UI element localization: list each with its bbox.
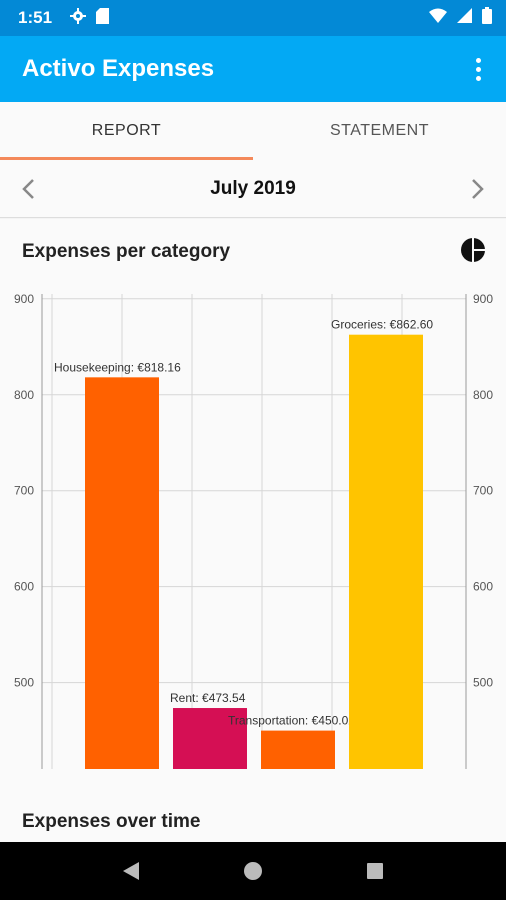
bar-label-groceries: Groceries: €862.60 (331, 318, 433, 332)
previous-month-button[interactable] (0, 160, 56, 218)
bar-groceries (349, 334, 423, 769)
expenses-over-time-section: Expenses over time (0, 799, 506, 842)
bar-rent (173, 708, 247, 769)
y-tick-label-left: 800 (14, 388, 34, 402)
recents-button[interactable] (355, 851, 395, 891)
y-tick-label-left: 600 (14, 580, 34, 594)
y-tick-label-left: 500 (14, 676, 34, 690)
month-selector: July 2019 (0, 160, 506, 218)
system-navigation-bar (0, 842, 506, 900)
home-icon (244, 862, 262, 880)
recents-icon (367, 863, 383, 879)
tab-statement[interactable]: STATEMENT (329, 122, 429, 139)
card-heading: Expenses per category (22, 241, 231, 262)
overflow-menu-icon[interactable] (468, 54, 488, 84)
app-bar: Activo Expenses (0, 36, 506, 102)
y-tick-label-right: 600 (473, 580, 493, 594)
expenses-per-category-card: Expenses per category 500 500 600 600 700 700… (0, 219, 506, 799)
section-heading: Expenses over time (22, 811, 201, 832)
wifi-icon (429, 8, 447, 28)
expenses-bar-chart: 500 500 600 600 700 700 800 800 900 900 Housekeepi… (14, 292, 493, 769)
y-tick-label-right: 800 (473, 388, 493, 402)
tab-report[interactable]: REPORT (0, 102, 253, 160)
bar-transportation (261, 730, 335, 769)
pie-chart-icon (461, 238, 485, 262)
y-tick-label-right: 900 (473, 292, 493, 306)
app-title: Activo Expenses (22, 55, 215, 82)
bar-label-rent: Rent: €473.54 (170, 691, 246, 705)
bar-housekeeping (85, 377, 159, 769)
gear-icon (70, 8, 87, 28)
y-tick-label-left: 900 (14, 292, 34, 306)
bar-label-transportation: Transportation: €450.02 (228, 714, 355, 728)
sd-card-icon (96, 8, 110, 28)
bar-label-housekeeping: Housekeeping: €818.16 (54, 360, 181, 374)
month-label: July 2019 (210, 177, 296, 199)
battery-icon (482, 7, 492, 29)
next-month-button[interactable] (450, 160, 506, 218)
home-button[interactable] (233, 851, 273, 891)
status-bar: 1:51 (0, 0, 506, 36)
back-button[interactable] (111, 851, 151, 891)
y-tick-label-right: 500 (473, 676, 493, 690)
y-tick-label-right: 700 (473, 484, 493, 498)
signal-icon (457, 8, 472, 28)
chevron-right-icon (472, 178, 484, 199)
back-icon (123, 862, 139, 880)
y-tick-label-left: 700 (14, 484, 34, 498)
pie-chart-toggle[interactable] (460, 237, 486, 263)
tab-bar: REPORT STATEMENT (0, 102, 506, 160)
chevron-left-icon (22, 178, 34, 199)
status-time: 1:51 (18, 8, 53, 27)
